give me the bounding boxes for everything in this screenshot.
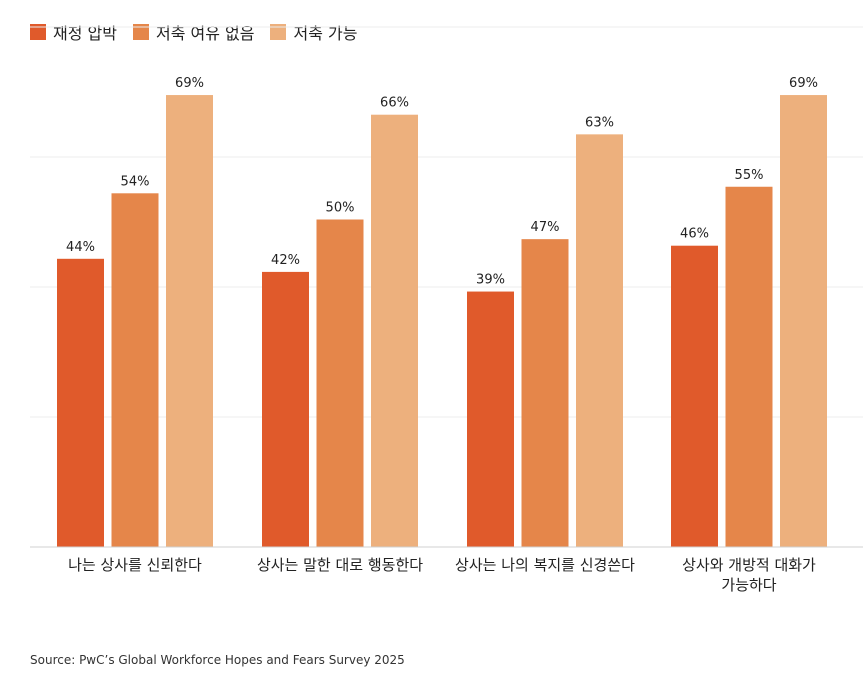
legend-label-no-savings: 저축 여유 없음 xyxy=(155,24,255,43)
bar-2-1 xyxy=(262,271,309,547)
legend-swatch-no-savings xyxy=(132,24,149,40)
bar-4-3 xyxy=(780,95,827,548)
legend-label-financial-pressure: 재정 압박 xyxy=(53,24,117,43)
bar-3-1 xyxy=(467,291,514,547)
bar-1-3 xyxy=(166,95,213,548)
value-label-2-2: 50% xyxy=(326,201,355,216)
value-label-1-3: 69% xyxy=(175,76,204,91)
bar-1-1 xyxy=(57,258,104,547)
x-tick-label-3: 상사는 나의 복지를 신경쓴다 xyxy=(455,556,635,574)
x-tick-label-line: 가능하다 xyxy=(721,576,776,594)
chart-legend: 재정 압박 저축 여유 없음 저축 가능 xyxy=(30,20,357,44)
legend-item-financial-pressure: 재정 압박 xyxy=(30,20,117,44)
value-label-4-1: 46% xyxy=(680,227,709,242)
value-label-3-2: 47% xyxy=(531,220,560,235)
x-tick-label-line: 상사는 나의 복지를 신경쓴다 xyxy=(455,556,635,574)
x-tick-label-line: 나는 상사를 신뢰한다 xyxy=(68,556,202,574)
legend-label-can-save: 저축 가능 xyxy=(293,24,358,43)
source-note: Source: PwC’s Global Workforce Hopes and… xyxy=(30,653,405,667)
value-label-3-3: 63% xyxy=(585,115,614,130)
bar-2-3 xyxy=(371,114,418,547)
x-tick-label-1: 나는 상사를 신뢰한다 xyxy=(68,556,202,574)
value-label-2-1: 42% xyxy=(271,253,300,268)
x-tick-label-line: 상사와 개방적 대화가 xyxy=(682,556,816,574)
bar-1-2 xyxy=(111,193,159,548)
value-label-1-2: 54% xyxy=(121,174,150,189)
bar-4-2 xyxy=(725,186,773,547)
legend-item-no-savings: 저축 여유 없음 xyxy=(132,20,255,44)
bar-2-2 xyxy=(316,219,364,547)
value-label-4-3: 69% xyxy=(789,76,818,91)
bar-3-3 xyxy=(576,134,623,547)
value-label-4-2: 55% xyxy=(735,168,764,183)
value-label-3-1: 39% xyxy=(476,273,505,288)
legend-item-can-save: 저축 가능 xyxy=(270,20,357,44)
legend-swatch-financial-pressure xyxy=(30,24,46,40)
x-tick-label-2: 상사는 말한 대로 행동한다 xyxy=(257,556,423,574)
legend-swatch-can-save xyxy=(270,24,287,40)
bar-3-2 xyxy=(521,239,569,547)
value-label-1-1: 44% xyxy=(66,240,95,255)
x-tick-label-line: 상사는 말한 대로 행동한다 xyxy=(257,556,423,574)
bar-4-1 xyxy=(671,245,718,547)
value-label-2-3: 66% xyxy=(380,96,409,111)
